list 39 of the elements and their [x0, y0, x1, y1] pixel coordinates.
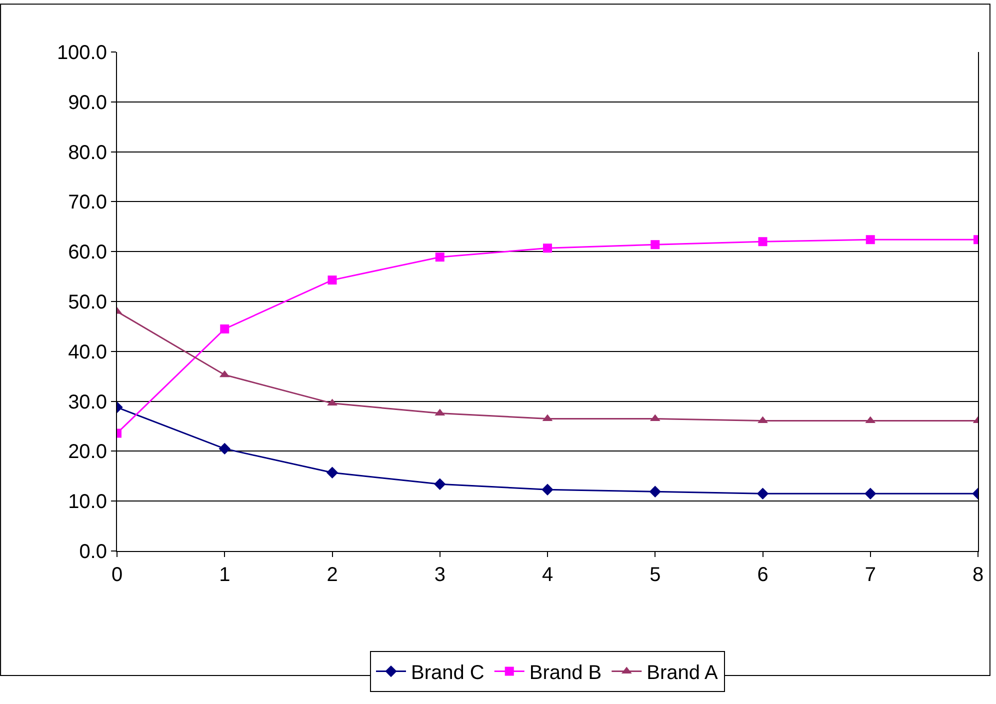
point	[543, 244, 552, 253]
point	[650, 240, 660, 250]
x-tick-label: 2	[326, 564, 338, 586]
point	[756, 488, 769, 500]
point	[220, 324, 230, 334]
x-tick-label: 0	[111, 564, 123, 586]
y-tick-label: 50.0	[68, 292, 107, 314]
y-tick-label: 80.0	[68, 142, 107, 164]
x-tick-label: 1	[219, 564, 230, 586]
point	[649, 486, 661, 498]
legend-label: Brand C	[411, 662, 484, 684]
legend-label: Brand A	[646, 662, 718, 684]
point	[758, 237, 768, 246]
point	[218, 442, 230, 455]
y-tick-label: 90.0	[68, 92, 107, 114]
point	[328, 276, 337, 285]
point	[866, 235, 875, 244]
point	[864, 488, 876, 500]
y-tick-label: 30.0	[68, 391, 107, 414]
x-tick-label: 4	[542, 564, 554, 586]
x-tick-label: 3	[434, 564, 446, 586]
x-tick-label: 5	[650, 564, 661, 586]
legend-label: Brand B	[529, 662, 602, 684]
y-tick-label: 60.0	[68, 242, 107, 264]
point	[434, 478, 446, 490]
point	[542, 484, 554, 496]
point	[435, 252, 444, 262]
point	[758, 416, 768, 424]
y-tick-label: 10.0	[68, 491, 107, 514]
y-tick-label: 40.0	[68, 341, 107, 364]
x-tick-label: 8	[972, 564, 984, 586]
point	[327, 398, 338, 406]
y-tick-label: 100.0	[56, 42, 107, 64]
x-tick-label: 6	[757, 564, 768, 586]
x-tick-label: 7	[864, 564, 876, 586]
y-tick-label: 0.0	[79, 541, 107, 563]
y-tick-label: 70.0	[68, 192, 107, 214]
point	[326, 466, 338, 479]
y-tick-label: 20.0	[68, 441, 107, 464]
